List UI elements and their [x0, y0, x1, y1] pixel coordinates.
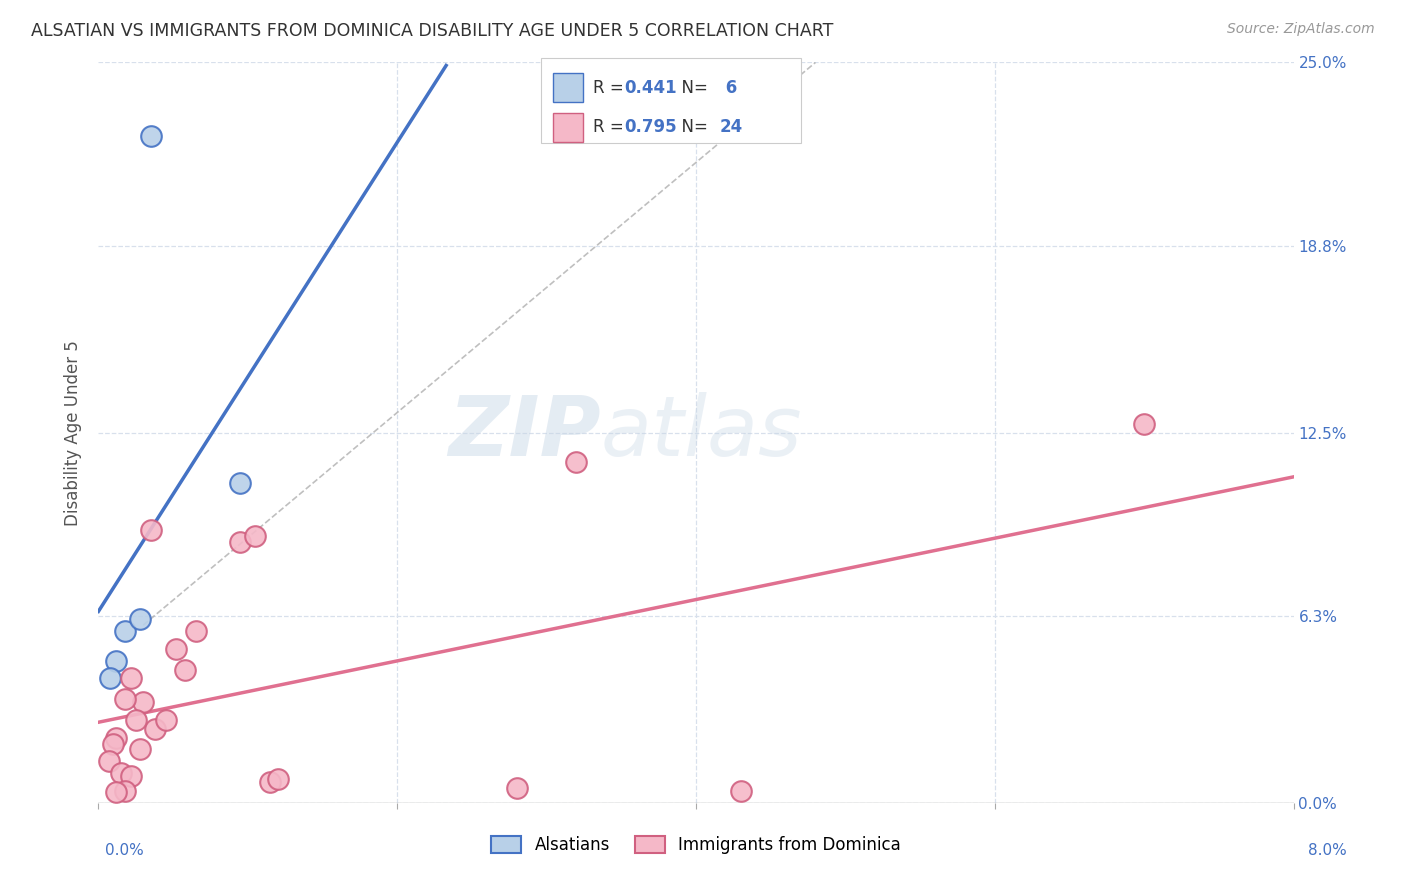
Point: [97, 755, 120, 769]
Point: [114, 784, 136, 798]
Point: [98, 672, 122, 686]
Point: [114, 692, 136, 706]
Point: [114, 624, 136, 638]
Point: [139, 524, 162, 538]
Text: 6: 6: [720, 78, 737, 96]
Point: [565, 455, 588, 469]
Point: [245, 529, 267, 543]
Point: [259, 775, 281, 789]
Text: R =: R =: [593, 78, 630, 96]
Point: [105, 731, 128, 745]
Text: Source: ZipAtlas.com: Source: ZipAtlas.com: [1227, 22, 1375, 37]
Text: 0.0%: 0.0%: [105, 843, 145, 858]
Text: atlas: atlas: [600, 392, 801, 473]
Point: [730, 784, 752, 798]
Text: ALSATIAN VS IMMIGRANTS FROM DOMINICA DISABILITY AGE UNDER 5 CORRELATION CHART: ALSATIAN VS IMMIGRANTS FROM DOMINICA DIS…: [31, 22, 834, 40]
Point: [120, 672, 142, 686]
Point: [103, 737, 125, 751]
Point: [129, 742, 152, 756]
Point: [155, 713, 177, 727]
Point: [229, 475, 252, 490]
Point: [174, 663, 197, 677]
Point: [267, 772, 290, 786]
Text: 8.0%: 8.0%: [1308, 843, 1347, 858]
Point: [110, 766, 132, 780]
Point: [229, 535, 252, 549]
Text: ZIP: ZIP: [447, 392, 600, 473]
Text: 24: 24: [720, 119, 744, 136]
Text: N=: N=: [671, 119, 713, 136]
Text: 0.441: 0.441: [624, 78, 676, 96]
Point: [184, 624, 207, 638]
Text: R =: R =: [593, 119, 630, 136]
Point: [506, 780, 529, 795]
Point: [129, 612, 152, 626]
Point: [125, 713, 148, 727]
Text: N=: N=: [671, 78, 713, 96]
Point: [105, 785, 128, 799]
Y-axis label: Disability Age Under 5: Disability Age Under 5: [65, 340, 83, 525]
Point: [165, 641, 187, 656]
Legend: Alsatians, Immigrants from Dominica: Alsatians, Immigrants from Dominica: [485, 830, 907, 861]
Point: [143, 722, 166, 736]
Point: [120, 769, 142, 783]
Point: [139, 129, 162, 144]
Point: [1133, 417, 1156, 431]
Point: [105, 654, 128, 668]
Text: 0.795: 0.795: [624, 119, 676, 136]
Point: [132, 695, 155, 709]
